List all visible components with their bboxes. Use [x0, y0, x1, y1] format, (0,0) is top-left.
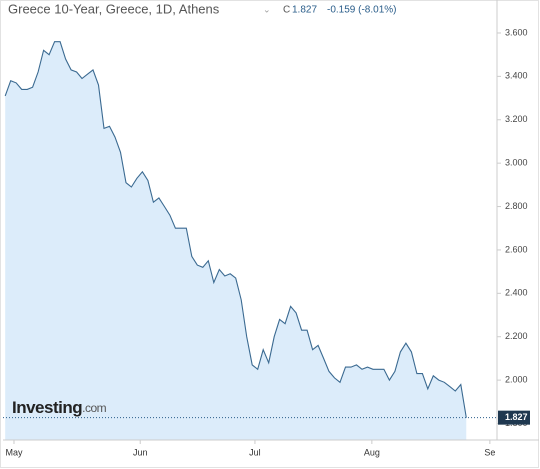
- y-tick-label: 3.600: [505, 27, 528, 37]
- brand-name: Investing: [12, 398, 82, 417]
- brand: Investing.com: [12, 398, 107, 417]
- x-tick-label: May: [5, 447, 23, 457]
- y-tick-label: 2.600: [505, 244, 528, 254]
- y-tick-label: 3.000: [505, 158, 528, 168]
- price-tag-label: 1.827: [505, 412, 528, 422]
- dropdown[interactable]: ⌄: [263, 4, 271, 14]
- y-tick-label: 3.200: [505, 114, 528, 124]
- chart-title: Greece 10-Year, Greece, 1D, Athens: [8, 1, 220, 16]
- area: [5, 41, 467, 440]
- y-tick-label: 2.400: [505, 288, 528, 298]
- price-tag: [498, 410, 530, 425]
- y-tick-label: 2.000: [505, 374, 528, 384]
- y-tick-label: 3.400: [505, 71, 528, 81]
- y-tick-label: 2.800: [505, 201, 528, 211]
- x-tick-label: Jun: [133, 447, 148, 457]
- x-tick-label: Se: [484, 447, 495, 457]
- x-tick-label: Jul: [249, 447, 261, 457]
- brand-suffix: .com: [82, 401, 107, 415]
- change: -0.159 (-8.01%): [327, 5, 396, 16]
- line: [4, 41, 467, 418]
- x-tick-label: Aug: [364, 447, 380, 457]
- close-label: C: [283, 5, 290, 16]
- y-tick-label: 2.200: [505, 331, 528, 341]
- close-value: 1.827: [292, 5, 317, 16]
